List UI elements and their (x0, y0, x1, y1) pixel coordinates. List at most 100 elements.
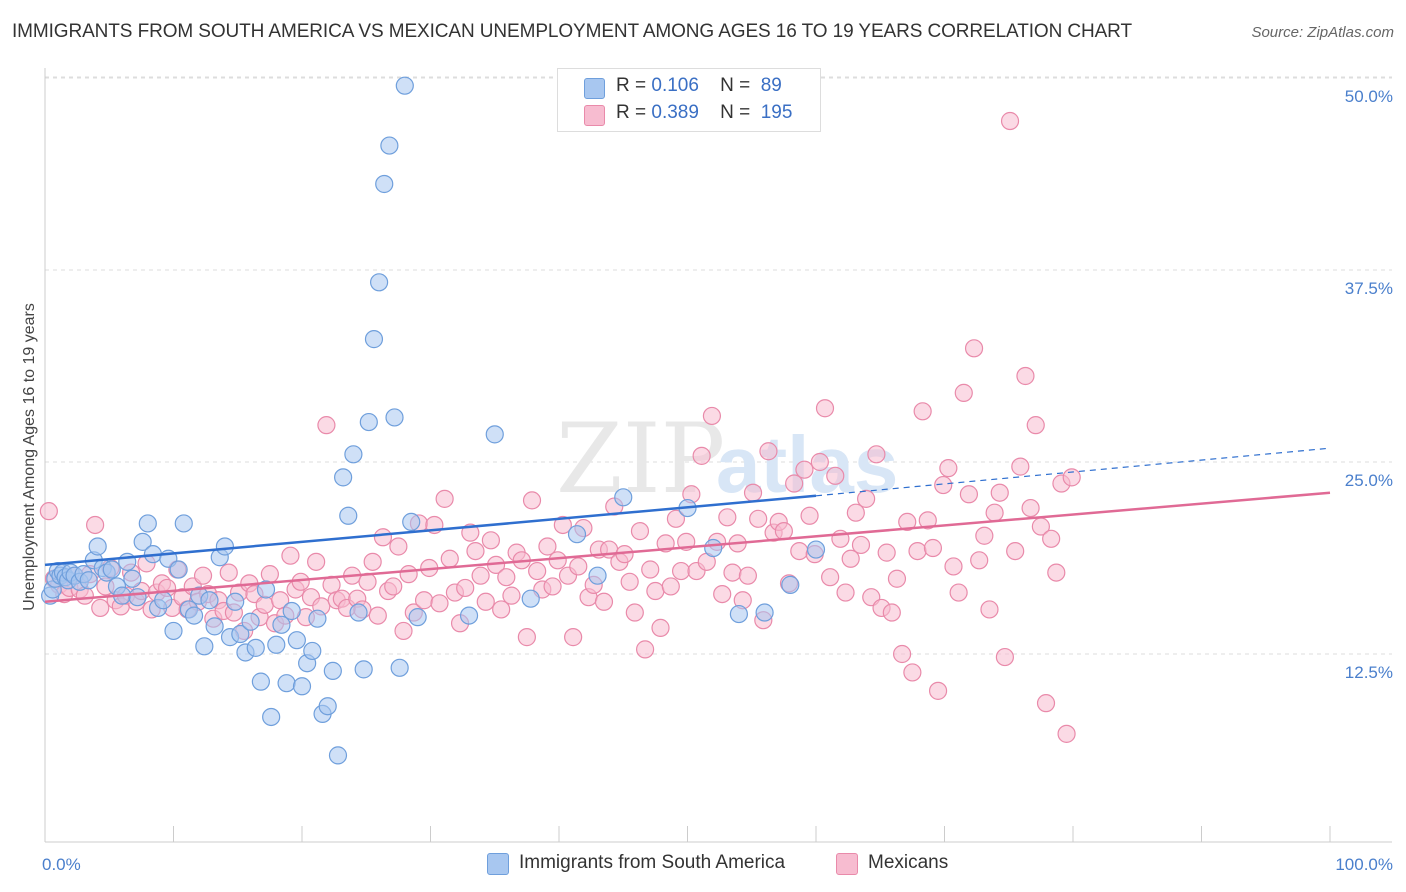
south-america-trend-line (44, 494, 817, 567)
south-america-point (282, 601, 301, 621)
south-america-point (164, 621, 183, 641)
mexicans-point (1062, 468, 1081, 487)
south-america-point (521, 589, 540, 608)
mexicans-point (990, 483, 1009, 502)
axes (44, 68, 1392, 843)
trend-lines (44, 447, 1331, 604)
mexicans-point (702, 406, 722, 426)
mexicans-point (1016, 366, 1035, 386)
legend-r-label: R = (616, 102, 647, 123)
mexicans-point (692, 446, 711, 465)
mexicans-point (430, 594, 449, 613)
south-america-point (88, 537, 107, 556)
south-america-point (215, 537, 234, 556)
mexicans-point (749, 509, 768, 528)
south-america-point (205, 617, 224, 636)
mexicans-point (1021, 498, 1040, 518)
legend-n-label: N = (720, 75, 751, 96)
mexicans-point (913, 402, 932, 421)
mexicans-point (959, 485, 979, 504)
south-america-point (364, 330, 384, 349)
mexicans-point (882, 603, 901, 622)
south-america-point (395, 76, 414, 95)
mexicans-point (815, 399, 835, 418)
south-america-point (287, 631, 306, 650)
south-america-point (370, 273, 389, 292)
south-america-point (251, 672, 270, 691)
south-america-point (226, 592, 245, 611)
south-america-point (380, 136, 399, 155)
x-tick-labels: 0.0% 100.0% (42, 855, 1393, 874)
mexicans-point (785, 474, 804, 493)
south-america-point (588, 566, 607, 585)
y-tick-label: 37.5% (1345, 279, 1393, 298)
south-america-point (195, 637, 214, 656)
y-tick-label: 12.5% (1345, 663, 1393, 682)
south-america-point (231, 624, 250, 644)
mexicans-point (918, 511, 937, 530)
mexicans-point (260, 565, 279, 584)
mexicans-point (800, 506, 819, 525)
mexicans-point (887, 569, 907, 588)
mexicans-point (790, 541, 809, 561)
south-america-point (256, 580, 276, 599)
mexicans-point (718, 508, 737, 527)
mexicans-point (471, 566, 490, 585)
mexicans-point (1006, 541, 1025, 561)
mexicans-point (368, 606, 387, 625)
mexicans-point (821, 568, 840, 587)
mexicans-point (661, 577, 680, 596)
mexicans-point (435, 489, 454, 508)
south-america-point (318, 697, 337, 716)
mexicans-point (389, 537, 408, 556)
mexicans-point (466, 541, 485, 561)
mexicans-point (939, 459, 958, 478)
south-america-point (755, 603, 774, 622)
mexicans-point (538, 537, 557, 556)
south-america-point (133, 532, 152, 551)
south-america-point (339, 506, 358, 525)
mexicans-point (1047, 563, 1066, 582)
legend-n-label: N = (720, 102, 751, 123)
south-america-point (174, 514, 193, 533)
gridlines (45, 76, 1392, 655)
south-america-point (277, 674, 296, 693)
mexicans-point (1057, 724, 1076, 743)
mexicans-point (476, 592, 495, 611)
mexicans-point (892, 644, 912, 664)
mexicans-point (414, 591, 434, 610)
mexicans-point (91, 598, 110, 618)
mexicans-point (743, 483, 763, 502)
mexicans-point (826, 466, 845, 485)
south-america-point (334, 468, 353, 487)
mexicans-point (481, 531, 500, 550)
mexicans-point (857, 489, 876, 508)
mexicans-point (219, 563, 238, 582)
mexicans-point (646, 581, 665, 601)
mexicans-point (548, 551, 567, 570)
south-america-point (292, 677, 312, 696)
south-america-point (128, 588, 147, 607)
south-america-point (390, 658, 409, 677)
mexicans-point (851, 535, 871, 555)
mexicans-point (759, 442, 778, 461)
mexicans-point (373, 528, 393, 547)
south-america-point (328, 746, 348, 765)
mexicans-point (928, 681, 948, 700)
mexicans-point (949, 583, 968, 602)
y-tick-label: 50.0% (1345, 87, 1393, 106)
south-america-point (459, 606, 479, 625)
mexicans-point (625, 603, 644, 622)
mexicans-point (384, 577, 403, 596)
mexicans-point (497, 568, 516, 587)
south-america-point (806, 540, 826, 559)
mexicans-point (954, 383, 973, 402)
south-america-point (138, 514, 157, 533)
mexicans-point (620, 572, 639, 591)
mexicans-point (774, 522, 793, 541)
mexicans-point (86, 515, 105, 535)
south-america-point (154, 591, 173, 610)
mexicans-point (651, 618, 670, 637)
mexicans-point (877, 543, 896, 562)
south-america-trend-extension (815, 447, 1331, 497)
